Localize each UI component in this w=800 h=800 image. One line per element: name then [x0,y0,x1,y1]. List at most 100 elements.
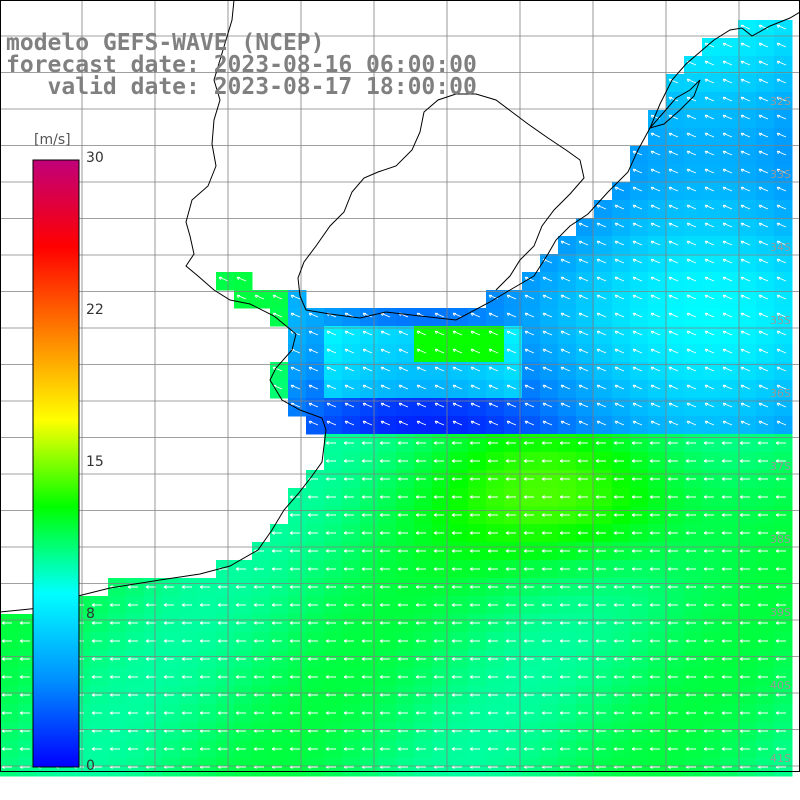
wind-arrow [613,657,624,661]
wind-arrow [271,639,282,643]
wind-cell [738,290,757,309]
wind-arrow [289,747,300,751]
wind-arrow [703,531,714,535]
wind-cell [540,290,559,309]
wind-arrow [703,441,714,445]
wind-arrow [704,168,715,174]
wind-arrow [398,330,409,336]
wind-arrow [685,513,696,517]
wind-cell [270,380,289,399]
wind-arrow [649,711,660,715]
wind-arrow [559,621,570,625]
wind-arrow [217,711,228,715]
wind-arrow [686,240,697,246]
wind-arrow [776,168,787,174]
wind-arrow [560,348,571,354]
wind-arrow [721,675,732,679]
wind-cell [486,326,505,345]
wind-arrow [542,294,553,300]
wind-arrow [722,222,733,228]
wind-arrow [721,549,732,553]
wind-cell [378,344,397,363]
wind-cell [630,200,649,219]
wind-arrow [722,204,733,210]
wind-arrow [775,549,786,553]
wind-arrow [415,747,426,751]
wind-arrow [434,312,445,318]
wind-arrow [325,459,336,463]
wind-arrow [686,132,697,138]
wind-arrow [668,168,679,174]
wind-cell [414,326,433,345]
wind-cell [666,110,685,129]
wind-arrow [632,402,643,408]
wind-cell [756,74,775,93]
wind-cell [540,272,559,291]
wind-arrow [434,384,445,390]
wind-arrow [235,567,246,571]
wind-cell [576,344,595,363]
wind-arrow [469,603,480,607]
wind-arrow [632,258,643,264]
wind-arrow [433,477,444,481]
wind-cell [774,272,793,291]
wind-arrow [577,531,588,535]
wind-arrow [650,132,661,138]
wind-arrow [595,531,606,535]
wind-cell [666,92,685,111]
wind-arrow [703,603,714,607]
wind-cell [594,254,613,273]
wind-cell [756,182,775,201]
wind-cell [558,344,577,363]
wind-arrow [415,603,426,607]
wind-arrow [650,366,661,372]
wind-arrow [721,603,732,607]
wind-arrow [469,747,480,751]
wind-arrow [757,459,768,463]
wind-cell [342,326,361,345]
wind-cell [666,380,685,399]
wind-cell [576,380,595,399]
wind-cell [684,146,703,165]
wind-cell [774,56,793,75]
wind-arrow [632,384,643,390]
wind-arrow [560,312,571,318]
wind-arrow [397,477,408,481]
wind-arrow [775,747,786,751]
wind-arrow [344,420,355,426]
wind-arrow [541,513,552,517]
wind-arrow [685,567,696,571]
wind-arrow [614,222,625,228]
wind-arrow [649,621,660,625]
wind-arrow [649,495,660,499]
wind-arrow [398,420,409,426]
wind-arrow [578,312,589,318]
wind-cell [396,398,415,417]
wind-cell [342,362,361,381]
wind-arrow [325,441,336,445]
wind-arrow [631,711,642,715]
wind-cell [630,380,649,399]
wind-arrow [577,549,588,553]
wind-arrow [379,495,390,499]
wind-arrow [595,567,606,571]
wind-arrow [416,384,427,390]
wind-arrow [397,567,408,571]
wind-cell [630,146,649,165]
wind-arrow [668,222,679,228]
wind-arrow [650,294,661,300]
wind-arrow [577,621,588,625]
wind-arrow [308,312,319,318]
wind-arrow [703,639,714,643]
wind-arrow [758,312,769,318]
wind-cell [522,308,541,327]
wind-cell [612,416,631,435]
wind-arrow [704,114,715,120]
wind-cell [720,110,739,129]
wind-arrow [451,747,462,751]
wind-arrow [326,384,337,390]
wind-arrow [740,420,751,426]
wind-arrow [631,549,642,553]
wind-arrow [686,384,697,390]
